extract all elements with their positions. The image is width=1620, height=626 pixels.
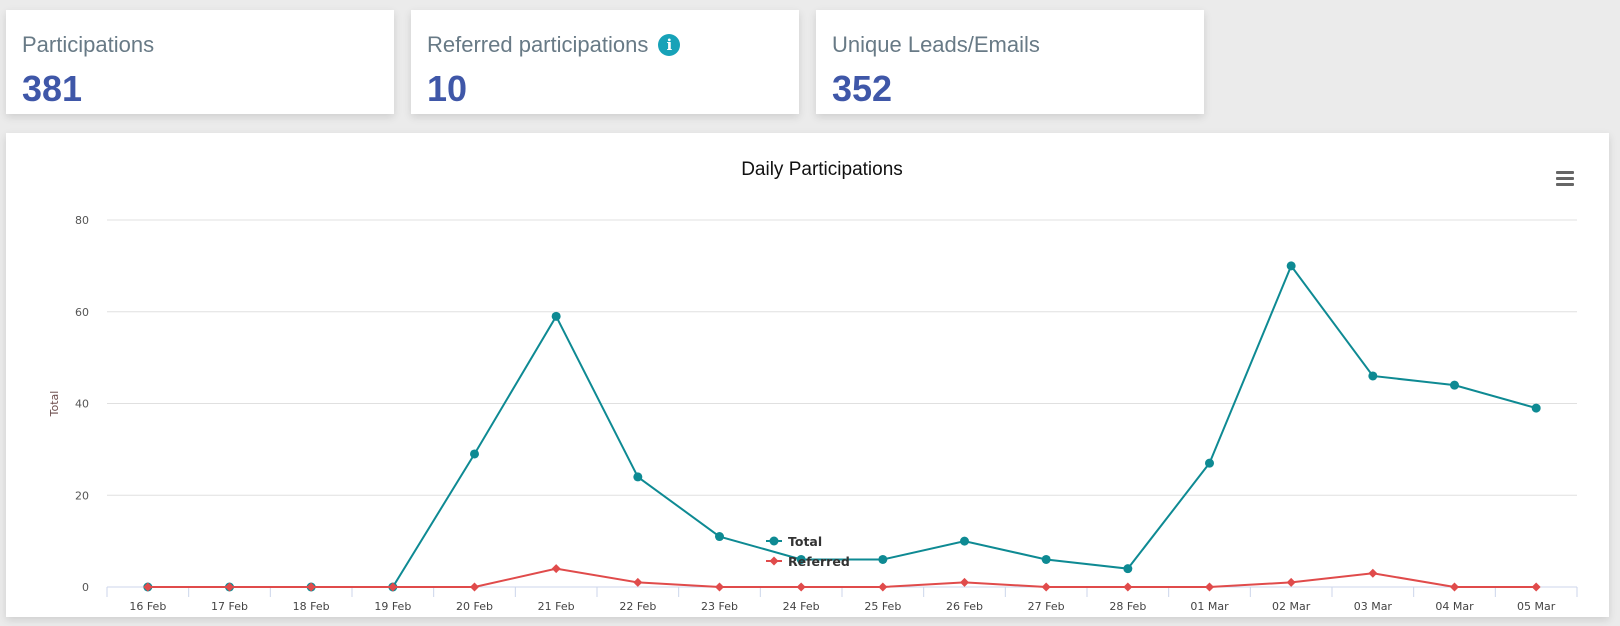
y-tick-label: 60 [75, 306, 89, 319]
data-point [1286, 577, 1296, 587]
data-point [1286, 261, 1296, 271]
data-point [470, 582, 479, 592]
stat-card-referred: Referred participations i 10 [411, 10, 799, 114]
stat-value: 352 [832, 68, 893, 109]
stat-card-participations: Participations 381 [6, 10, 394, 114]
x-tick-label: 18 Feb [293, 600, 330, 613]
hamburger-menu-icon[interactable] [1556, 171, 1574, 189]
chart-title: Daily Participations [741, 159, 903, 180]
data-point [1041, 554, 1051, 564]
data-point [1123, 564, 1133, 574]
data-point [878, 554, 888, 564]
data-point [796, 554, 806, 564]
data-point [551, 311, 561, 321]
data-point [1123, 582, 1133, 592]
legend-item-label[interactable]: Referred [788, 554, 850, 569]
x-tick-label: 05 Mar [1517, 600, 1556, 613]
data-point [1205, 582, 1214, 592]
data-point [470, 449, 479, 459]
stat-value: 381 [22, 68, 83, 109]
x-tick-label: 27 Feb [1028, 600, 1065, 613]
x-tick-label: 03 Mar [1354, 600, 1393, 613]
y-tick-label: 0 [82, 581, 89, 594]
y-tick-label: 40 [75, 398, 89, 411]
x-tick-label: 26 Feb [946, 600, 983, 613]
legend-marker [769, 536, 779, 546]
data-point [1041, 582, 1051, 592]
data-point [878, 582, 888, 592]
info-icon[interactable]: i [658, 34, 681, 56]
line-chart: Daily Participations 0 20 40 60 80 Total 16 Feb… [48, 159, 1578, 613]
data-point [633, 577, 643, 587]
x-tick-label: 28 Feb [1109, 600, 1146, 613]
daily-participations-chart-card: Daily Participations 0 20 40 60 80 Total 16 Feb… [6, 133, 1609, 617]
legend-marker [769, 556, 779, 566]
x-tick-label: 19 Feb [374, 600, 411, 613]
data-point [715, 532, 724, 542]
stat-label: Participations [22, 32, 155, 57]
series-line [147, 263, 1537, 588]
data-point [1531, 403, 1541, 413]
x-tick-label: 16 Feb [129, 600, 166, 613]
x-tick-label: 21 Feb [538, 600, 575, 613]
data-point [796, 582, 806, 592]
data-point [143, 582, 153, 592]
series-line [147, 567, 1537, 588]
data-point [633, 472, 643, 482]
legend-item-label[interactable]: Total [788, 534, 822, 549]
data-point [1205, 458, 1214, 468]
x-tick-label: 17 Feb [211, 600, 248, 613]
stat-value: 10 [427, 68, 468, 109]
stat-label: Referred participations [427, 32, 649, 57]
x-tick-label: 22 Feb [619, 600, 656, 613]
x-tick-label: 02 Mar [1272, 600, 1311, 613]
stat-label: Unique Leads/Emails [832, 32, 1040, 57]
data-point [388, 582, 398, 592]
stat-card-unique-leads: Unique Leads/Emails 352 [816, 10, 1204, 114]
x-tick-label: 25 Feb [864, 600, 901, 613]
x-tick-label: 23 Feb [701, 600, 738, 613]
data-point [551, 564, 561, 574]
data-point [306, 582, 316, 592]
data-point [715, 582, 724, 592]
data-point [1531, 582, 1541, 592]
x-tick-label: 24 Feb [783, 600, 820, 613]
data-point [960, 536, 969, 546]
data-point [1368, 568, 1378, 578]
y-tick-label: 80 [75, 214, 89, 227]
series-total [143, 261, 1541, 592]
data-point [1368, 371, 1378, 381]
x-tick-label: 20 Feb [456, 600, 493, 613]
series-referred [143, 564, 1541, 592]
data-point [225, 582, 234, 592]
y-axis-label: Total [48, 391, 61, 418]
data-point [1450, 380, 1459, 390]
data-point [960, 577, 969, 587]
y-tick-label: 20 [75, 489, 89, 502]
x-tick-label: 04 Mar [1435, 600, 1474, 613]
data-point [1450, 582, 1459, 592]
x-tick-label: 01 Mar [1190, 600, 1229, 613]
